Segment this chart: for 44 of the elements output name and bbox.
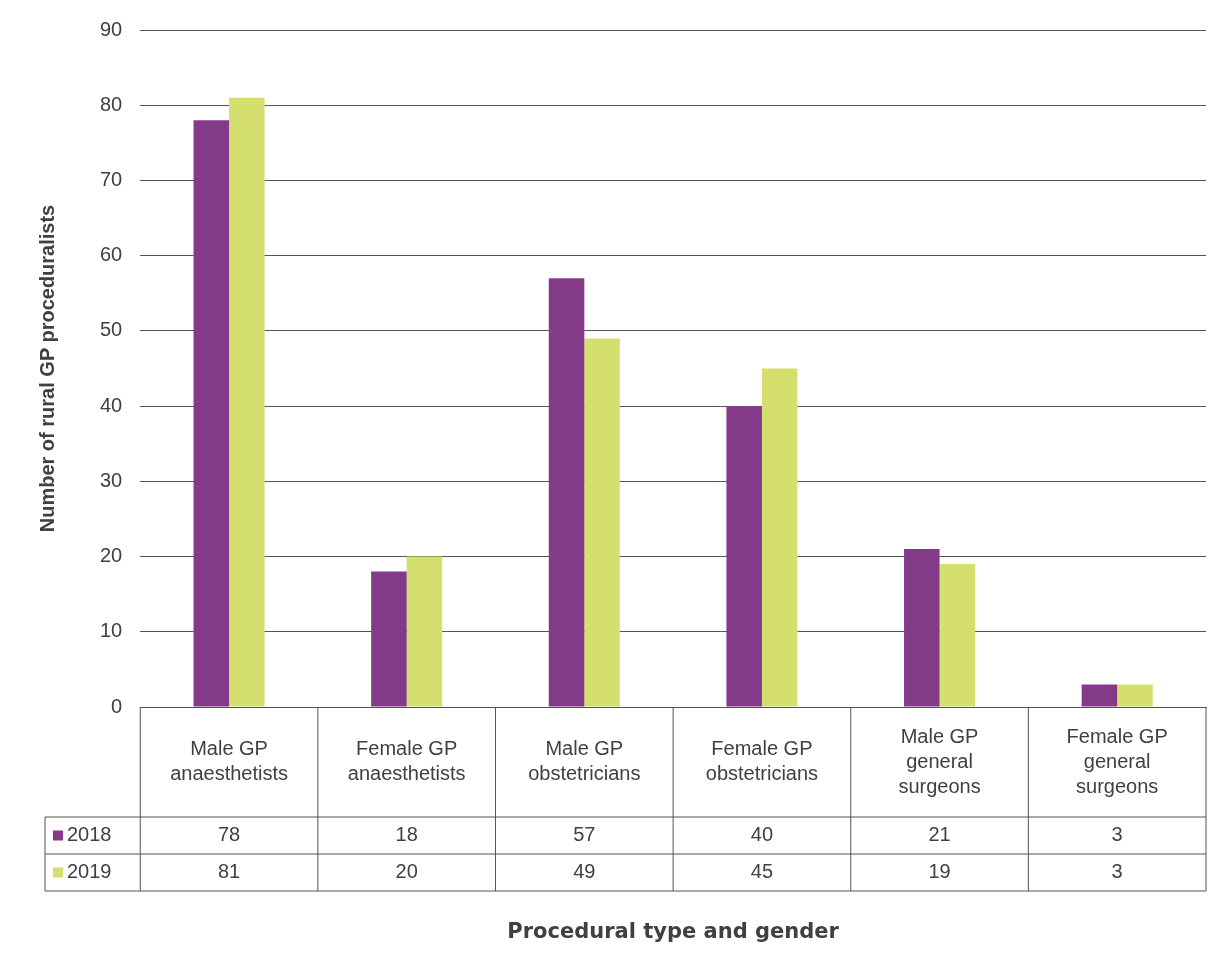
data-label: 18 [395,823,418,846]
bar [761,368,798,707]
bar [371,571,407,707]
bar [584,338,620,707]
bar [193,120,230,707]
bar [726,406,762,707]
data-label: 21 [928,823,951,846]
y-tick-label: 90 [100,17,123,40]
data-label: 19 [928,860,951,883]
x-tick-label: Male GP obstetricians [528,737,641,785]
bar [548,278,585,707]
y-tick-label: 10 [100,619,123,642]
y-tick-label: 70 [100,167,123,190]
bar [1117,684,1153,707]
y-tick-label: 20 [100,544,123,567]
x-tick-label: Female GP anaesthetists [347,737,466,785]
bar [1081,684,1118,707]
bar [904,549,940,707]
y-tick-label: 0 [111,694,123,717]
y-tick-label: 50 [100,318,123,341]
y-tick-label: 30 [100,468,123,491]
y-tick-label: 80 [100,92,123,115]
y-axis-title: Number of rural GP proceduralists [35,204,58,533]
x-tick-label: Female GP obstetricians [705,737,819,785]
data-label: 3 [1111,860,1123,883]
x-tick-label: Female GP general surgeons [1066,724,1168,797]
y-tick-label: 60 [100,243,123,266]
legend-label: 2019 [67,860,112,883]
bar [939,564,976,707]
x-tick-label: Male GP general surgeons [898,724,981,797]
legend-label: 2018 [67,823,112,846]
data-label: 20 [395,860,418,883]
data-label: 81 [217,860,241,883]
data-label: 78 [217,823,241,846]
data-label: 40 [750,823,774,846]
text: Procedural type and gender [507,919,840,944]
bar [229,97,265,707]
data-label: 57 [573,823,596,846]
y-tick-label: 40 [100,393,123,416]
data-label: 3 [1111,823,1123,846]
data-label: 45 [750,860,774,883]
data-label: 49 [573,860,596,883]
x-tick-label: Male GP anaesthetists [170,737,288,785]
bar [406,556,443,707]
